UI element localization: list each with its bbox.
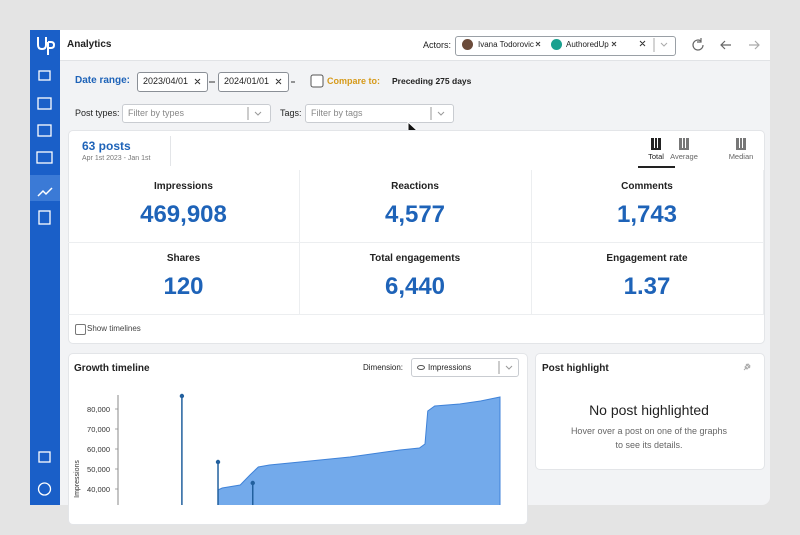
metric-cell <box>68 170 300 243</box>
end-date: 2024/01/01 <box>224 76 270 86</box>
highlight-title: Post highlight <box>542 363 609 374</box>
pin-icon[interactable] <box>742 362 752 372</box>
y-tick-label: 50,000 <box>87 465 110 474</box>
period: Apr 1st 2023 - Jan 1st <box>82 155 151 162</box>
metric-cell <box>299 242 532 315</box>
highlight-text: to see its details. <box>615 440 683 450</box>
actor-avatar <box>462 39 473 50</box>
plot <box>179 393 501 505</box>
metric-value: 4,577 <box>384 201 446 228</box>
end-date-input[interactable] <box>218 72 289 92</box>
metric-label: Shares <box>166 253 201 264</box>
app-title: Analytics <box>67 39 112 50</box>
view-icon <box>679 138 689 150</box>
view-icon <box>651 138 661 150</box>
y-tick-label: 70,000 <box>87 425 110 434</box>
post-types-label: Post types: <box>75 108 120 118</box>
post-types-select[interactable] <box>122 104 271 123</box>
view-tab[interactable]: Total <box>648 152 664 161</box>
area <box>217 396 501 505</box>
view-icon <box>736 138 746 150</box>
dimension-label: Dimension: <box>363 363 404 372</box>
metric-value: 1,743 <box>616 201 678 228</box>
post-dot <box>215 459 221 465</box>
actors-select[interactable] <box>455 36 676 56</box>
dimension-icons <box>417 361 513 374</box>
divider <box>170 136 171 166</box>
view-tab[interactable]: Median <box>728 152 754 161</box>
y-tick-label: 40,000 <box>87 485 110 494</box>
metric-cell <box>531 242 764 315</box>
view-tab[interactable]: Average <box>670 152 698 161</box>
metric-value: 1.37 <box>623 273 671 300</box>
metric-label: Comments <box>621 181 673 192</box>
actor-avatar <box>551 39 562 50</box>
highlight-heading: No post highlighted <box>589 402 709 418</box>
metric-cell <box>531 170 764 243</box>
post-dot <box>179 393 185 399</box>
highlight-card <box>535 353 765 470</box>
chart-title: Growth timeline <box>74 363 150 374</box>
actor-chip[interactable]: Ivana Todorovic <box>478 40 534 49</box>
tags-select[interactable] <box>305 104 454 123</box>
metric-value: 120 <box>163 273 204 300</box>
sidebar <box>30 30 60 505</box>
post-types-placeholder: Filter by types <box>128 108 185 118</box>
tags-label: Tags: <box>280 108 302 118</box>
metric-cell <box>68 242 300 315</box>
tags-placeholder: Filter by tags <box>311 108 363 118</box>
date-icons <box>194 74 324 88</box>
date-range-label: Date range: <box>75 75 131 86</box>
y-axis-label: Impressions <box>74 460 81 498</box>
actor-chip[interactable]: AuthoredUp <box>566 40 609 49</box>
compare-label[interactable]: Compare to: <box>327 76 381 86</box>
sidebar-icons <box>30 37 60 496</box>
checkbox[interactable] <box>75 324 86 335</box>
top-icons <box>535 38 760 52</box>
growth-chart: 40,000 50,000 60,000 70,000 80,000 Impression… <box>74 393 501 505</box>
metric-label: Total engagements <box>369 253 461 264</box>
highlight-text: Hover over a post on one of the graphs <box>570 426 728 436</box>
tab-underline <box>638 166 675 168</box>
compare-value: Preceding 275 days <box>392 76 472 86</box>
start-date-input[interactable] <box>137 72 208 92</box>
summary-card <box>68 130 765 344</box>
metric-label: Engagement rate <box>606 253 688 264</box>
dimension: Impressions <box>428 363 472 372</box>
start-date: 2023/04/01 <box>143 76 189 86</box>
metric-label: Impressions <box>154 181 213 192</box>
metric-value: 469,908 <box>140 201 227 228</box>
metric-cell <box>299 170 532 243</box>
actors-label: Actors: <box>423 40 452 50</box>
post-dot <box>250 480 255 486</box>
show-timelines[interactable]: Show timelines <box>87 324 141 333</box>
dimension-select[interactable] <box>411 358 519 377</box>
y-tick-label: 60,000 <box>87 445 110 454</box>
metric-label: Reactions <box>391 181 439 192</box>
metric-value: 6,440 <box>384 273 446 300</box>
post-count: 63 posts <box>82 139 131 153</box>
y-tick-label: 80,000 <box>87 405 110 414</box>
